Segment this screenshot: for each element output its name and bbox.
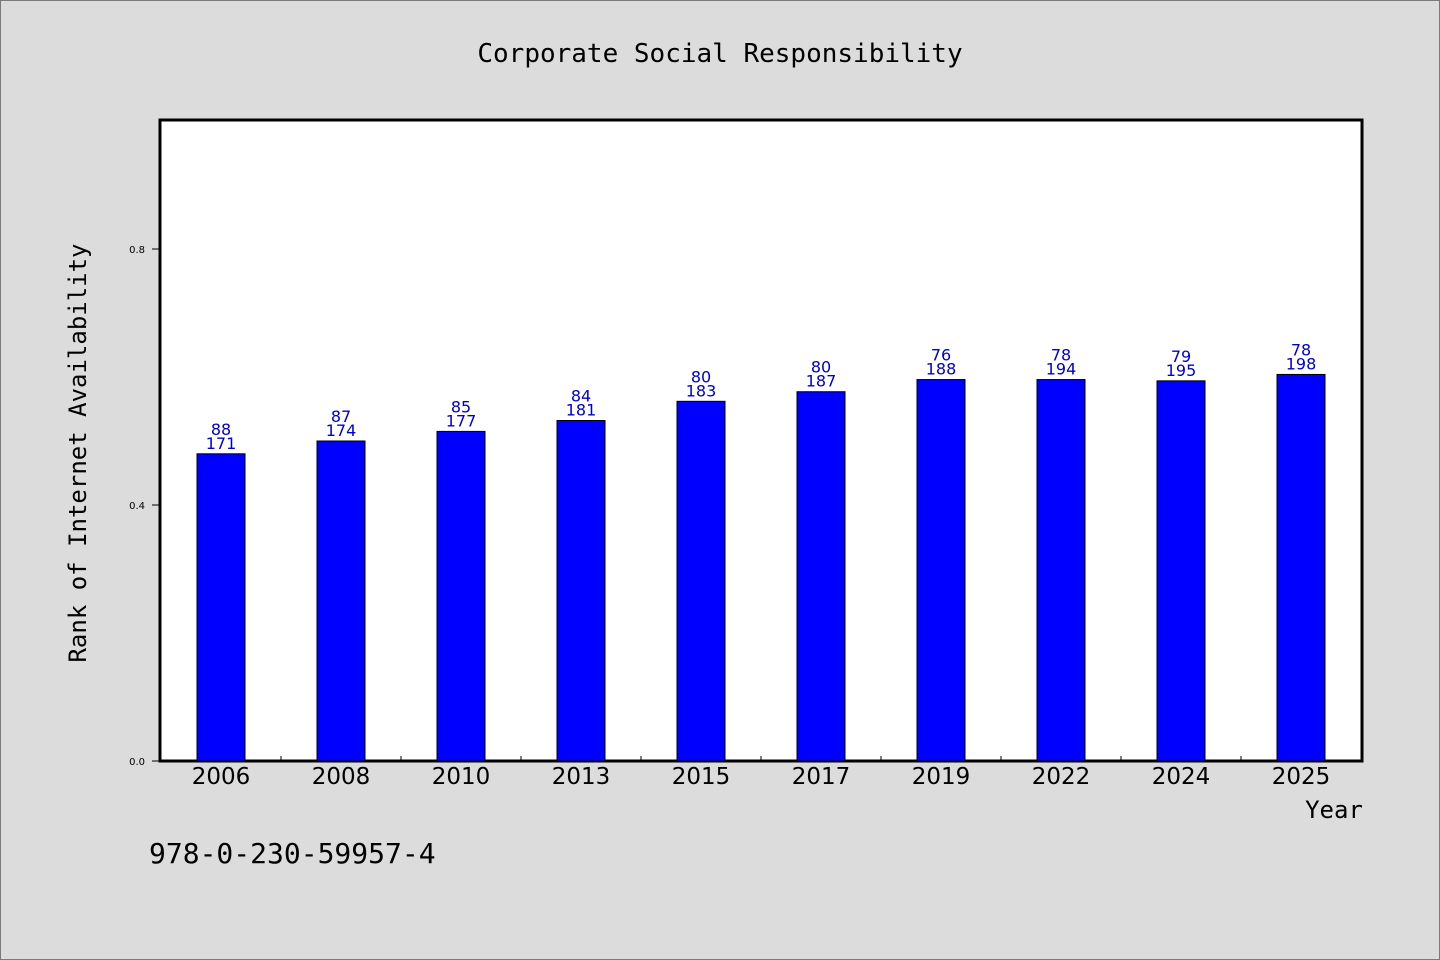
chart-title: Corporate Social Responsibility [477, 39, 962, 69]
x-tick-label: 2015 [672, 764, 731, 790]
x-axis-title: Year [1305, 796, 1363, 824]
bar-label-bottom: 198 [1286, 354, 1317, 373]
y-tick-label: 0.4 [129, 501, 145, 512]
bar-label-top: 85 [451, 397, 471, 416]
bar-label-bottom: 194 [1046, 360, 1077, 379]
bar-label-bottom: 177 [446, 411, 477, 430]
x-tick-label: 2025 [1272, 764, 1331, 790]
bar-label-bottom: 174 [326, 421, 357, 440]
bar [196, 453, 246, 762]
x-tick-label: 2006 [192, 764, 251, 790]
bar-label-top: 78 [1291, 340, 1311, 359]
bar [1156, 380, 1206, 762]
y-tick-label: 0.0 [129, 757, 145, 768]
x-tick-label: 2013 [552, 764, 611, 790]
y-tick-label: 0.8 [129, 245, 145, 256]
bar-label-top: 84 [571, 387, 591, 406]
footnote: 978-0-230-59957-4 [149, 837, 436, 870]
bar [676, 400, 726, 762]
bar-label-top: 87 [331, 407, 351, 426]
x-tick-label: 2024 [1152, 764, 1211, 790]
x-tick-label: 2017 [792, 764, 851, 790]
bar-label-top: 88 [211, 420, 231, 439]
bar [1036, 379, 1086, 762]
x-tick-label: 2019 [912, 764, 971, 790]
y-axis: 0.0 0.4 0.8 [129, 245, 161, 768]
bar-label-bottom: 188 [926, 360, 957, 379]
bar-series [196, 373, 1326, 762]
bar-label-top: 79 [1171, 347, 1191, 366]
bar [556, 420, 606, 762]
bar-label-top: 80 [811, 358, 831, 377]
bar [916, 379, 966, 762]
data-labels: 8817187174851778418180183801877618878194… [206, 340, 1317, 452]
x-axis: 2006 2008 2010 2013 2015 2017 2019 2022 2024 2025 [192, 756, 1331, 790]
x-tick-label: 2010 [432, 764, 491, 790]
bar-label-top: 78 [1051, 346, 1071, 365]
bar-label-top: 76 [931, 346, 951, 365]
bar-label-bottom: 181 [566, 401, 597, 420]
bar [436, 430, 486, 762]
bar [316, 440, 366, 762]
bar-label-bottom: 187 [806, 372, 837, 391]
bar-label-bottom: 195 [1166, 361, 1197, 380]
bar-label-bottom: 171 [206, 434, 237, 453]
y-axis-title: Rank of Internet Availability [64, 243, 92, 662]
bar [796, 391, 846, 762]
x-tick-label: 2008 [312, 764, 371, 790]
bar-label-bottom: 183 [686, 381, 717, 400]
bar [1276, 373, 1326, 762]
x-tick-label: 2022 [1032, 764, 1091, 790]
bar-label-top: 80 [691, 367, 711, 386]
